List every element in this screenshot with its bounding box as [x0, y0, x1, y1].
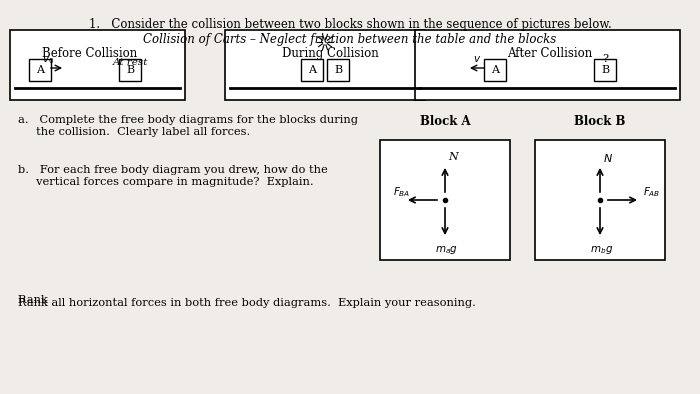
Text: Rank: Rank	[18, 295, 51, 305]
Text: A: A	[491, 65, 499, 75]
Text: $F_{BA}$: $F_{BA}$	[393, 185, 410, 199]
Bar	[301, 59, 323, 81]
Text: N: N	[448, 152, 458, 162]
Text: a.   Complete the free body diagrams for the blocks during
     the collision.  : a. Complete the free body diagrams for t…	[18, 115, 358, 137]
Text: Block B: Block B	[574, 115, 626, 128]
Text: 1.   Consider the collision between two blocks shown in the sequence of pictures: 1. Consider the collision between two bl…	[89, 18, 611, 31]
Bar	[327, 59, 349, 81]
Text: A: A	[36, 65, 44, 75]
Text: $m_ag$: $m_ag$	[435, 244, 458, 256]
Text: Block A: Block A	[420, 115, 470, 128]
Bar	[594, 59, 616, 81]
Text: Rank all horizontal forces in both free body diagrams.  Explain your reasoning.: Rank all horizontal forces in both free …	[18, 298, 476, 308]
Text: $v_0$: $v_0$	[42, 54, 55, 66]
Text: At rest: At rest	[112, 58, 148, 67]
Bar	[225, 30, 425, 100]
Bar	[10, 30, 185, 100]
Text: ?: ?	[602, 54, 608, 64]
Text: B: B	[126, 65, 134, 75]
Bar	[29, 59, 51, 81]
Text: $N$: $N$	[603, 152, 613, 164]
Text: During Collision: During Collision	[281, 47, 379, 60]
Text: B: B	[334, 65, 342, 75]
Text: Before Collision: Before Collision	[43, 47, 138, 60]
Text: A: A	[308, 65, 316, 75]
Text: b.   For each free body diagram you drew, how do the
     vertical forces compar: b. For each free body diagram you drew, …	[18, 165, 328, 187]
Text: $m_bg$: $m_bg$	[590, 244, 613, 256]
Text: B: B	[601, 65, 609, 75]
Bar	[535, 140, 665, 260]
Text: Rank: Rank	[18, 298, 51, 308]
Text: After Collision: After Collision	[508, 47, 593, 60]
Text: $F_{AB}$: $F_{AB}$	[643, 185, 661, 199]
Text: Collision of Carts – Neglect friction between the table and the blocks: Collision of Carts – Neglect friction be…	[144, 33, 556, 46]
Text: $v$: $v$	[473, 54, 482, 64]
Bar	[119, 59, 141, 81]
Bar	[415, 30, 680, 100]
Bar	[380, 140, 510, 260]
Bar	[484, 59, 506, 81]
